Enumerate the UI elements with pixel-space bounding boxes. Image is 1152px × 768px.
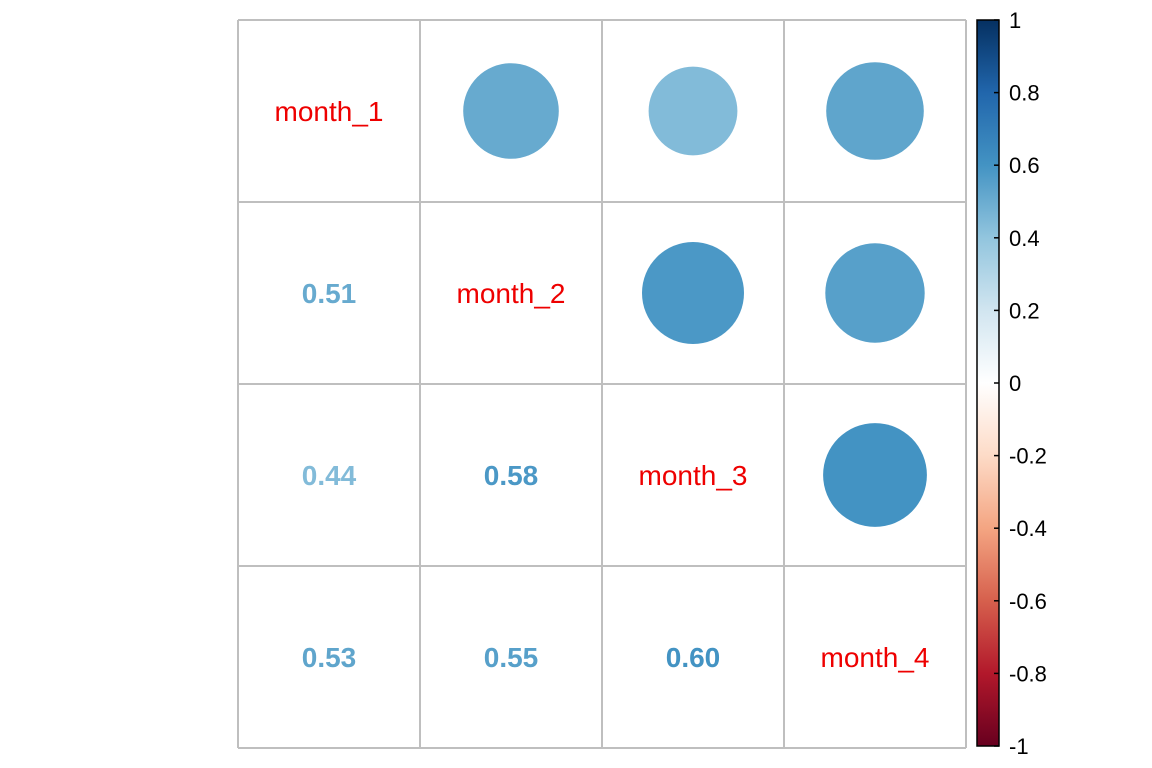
diagonal-label-month_3: month_3 (639, 460, 748, 491)
colorbar-tick-label: 0.2 (1009, 298, 1040, 323)
colorbar-tick-label: 0 (1009, 371, 1021, 396)
corr-value-month_4-month_1: 0.53 (302, 642, 357, 673)
diagonal-label-month_1: month_1 (275, 96, 384, 127)
corr-circle-month_2-month_4 (825, 243, 925, 343)
corr-circle-month_1-month_4 (826, 62, 924, 160)
matrix-cells: month_1 0.51 month_2 0.44 0.58 month_3 0.53 0.5… (275, 62, 930, 673)
colorbar-tick-label: 0.4 (1009, 226, 1040, 251)
corr-circle-month_3-month_4 (823, 423, 927, 527)
colorbar-tick-label: 0.8 (1009, 81, 1040, 106)
colorbar-tick-label: 0.6 (1009, 153, 1040, 178)
corr-value-month_3-month_2: 0.58 (484, 460, 539, 491)
colorbar-tick-label: -0.4 (1009, 516, 1047, 541)
corr-value-month_2-month_1: 0.51 (302, 278, 357, 309)
colorbar-tick-label: 1 (1009, 8, 1021, 33)
diagonal-label-month_2: month_2 (457, 278, 566, 309)
colorbar-tick-label: -0.8 (1009, 661, 1047, 686)
colorbar-tick-label: -0.6 (1009, 589, 1047, 614)
colorbar-tick-label: -0.2 (1009, 444, 1047, 469)
corr-circle-month_2-month_3 (642, 242, 744, 344)
colorbar-tick-label: -1 (1009, 734, 1029, 759)
corr-value-month_4-month_2: 0.55 (484, 642, 539, 673)
diagonal-label-month_4: month_4 (821, 642, 930, 673)
colorbar: 1 0.8 0.6 0.4 0.2 0 -0.2 -0.4 -0.6 -0.8 -1 (976, 8, 1047, 759)
corr-circle-month_1-month_2 (463, 63, 559, 159)
corr-value-month_4-month_3: 0.60 (666, 642, 721, 673)
corr-value-month_3-month_1: 0.44 (302, 460, 357, 491)
corr-circle-month_1-month_3 (648, 66, 738, 156)
matrix-grid (237, 19, 967, 749)
